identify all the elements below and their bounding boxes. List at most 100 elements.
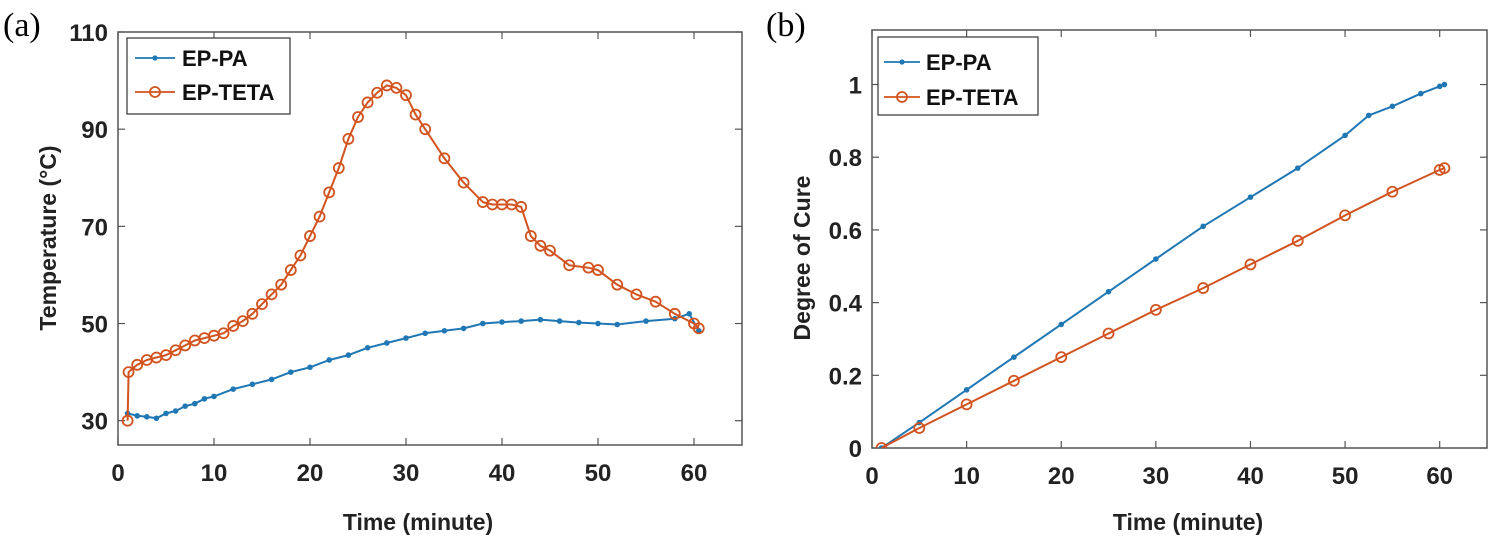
panel-a-point-ep-teta [649,295,662,308]
panel-a-point-ep-teta [371,86,384,99]
panel-a-point-ep-pa [345,352,352,358]
panel-a-legend: EP-PA EP-TETA [126,37,291,115]
panel-a-point-ep-teta [352,111,364,123]
panel-a-point-ep-pa [403,335,409,341]
panel-b-point-ep-teta [1244,258,1257,271]
panel-b-y-tick-label: 0.8 [829,145,862,172]
panel-a-point-ep-teta [294,249,307,262]
panel-b-point-ep-teta [1008,374,1020,387]
panel-a-point-ep-pa [201,396,208,402]
panel-a-point-ep-teta [534,239,547,252]
panel-a-point-ep-teta [179,339,192,352]
panel-a-point-ep-pa [686,311,692,317]
panel-a-point-ep-teta [400,89,412,102]
panel-b-x-tick-label: 40 [1237,463,1264,490]
panel-a-x-tick-label: 20 [297,460,324,487]
panel-b-x-tick-label: 20 [1048,463,1075,490]
panel-a-point-ep-pa [499,319,505,325]
panel-b-point-ep-pa [963,387,970,393]
panel-a-point-ep-pa [230,386,236,392]
panel-b-y-tick-label: 0.4 [829,291,863,318]
panel-b-x-tick-label: 10 [953,463,980,490]
panel-a-point-ep-teta [256,298,268,310]
panel-a-point-ep-pa [172,408,179,414]
panel-a-point-ep-teta [630,288,643,301]
panel-a-point-ep-pa [364,345,371,351]
panel-b-point-ep-pa [1436,83,1443,90]
panel-a-y-axis-label: Temperature (°C) [35,145,61,330]
panel-a-point-ep-pa [696,328,702,334]
panel-a-legend-box [126,37,291,115]
panel-a-point-ep-teta [563,259,576,272]
panel-b: (b) 0 10 20 30 40 50 60 0 0.2 0.4 0.6 0.8 1 Time (mi… [766,7,1488,535]
panel-a-point-ep-pa [249,381,256,388]
panel-a-point-ep-pa [307,364,313,371]
panel-b-legend-marker-ep-pa [899,59,905,65]
panel-a-point-ep-pa [595,320,601,327]
panel-a-point-ep-teta [122,366,135,379]
panel-b-ticks: 0 10 20 30 40 50 60 0 0.2 0.4 0.6 0.8 1 [829,30,1487,490]
panel-a-point-ep-pa [153,415,160,422]
panel-b-legend-label-ep-pa: EP-PA [926,50,992,75]
panel-a-point-ep-teta [390,81,403,94]
panel-a-y-tick-label: 30 [81,409,108,436]
panel-a-series [121,79,705,427]
panel-a-legend-marker-ep-pa [152,55,158,61]
panel-a-point-ep-pa [182,403,188,409]
panel-a-x-axis-label: Time (minute) [343,509,493,535]
panel-a-ticks: 0 10 20 30 40 50 60 30 50 70 90 110 [69,20,742,487]
panel-b-label: (b) [766,7,806,44]
panel-a-point-ep-teta [524,230,537,242]
panel-b-y-tick-label: 0.2 [829,363,862,390]
panel-a-point-ep-teta [438,152,451,165]
panel-a-point-ep-pa [268,376,275,383]
panel-b-series [875,81,1451,448]
panel-b-point-ep-teta [1438,162,1451,175]
panel-a-point-ep-teta [236,315,249,328]
panel-b-point-ep-pa [1058,321,1065,328]
panel-a-point-ep-pa [163,410,169,417]
panel-a-point-ep-teta [323,186,336,199]
panel-a-y-tick-label: 70 [81,214,108,241]
panel-a-point-ep-pa [144,414,150,420]
panel-b-point-ep-teta [1055,351,1068,364]
panel-b-point-ep-teta [1339,209,1351,222]
panel-a-point-ep-teta [227,320,240,332]
panel-b-point-ep-pa [1011,354,1017,360]
panel-a-point-ep-teta [668,307,681,320]
panel-b-point-ep-pa [1342,132,1348,139]
panel-a-x-tick-label: 10 [201,460,228,487]
panel-a-point-ep-teta [692,322,705,335]
panel-a-y-tick-label: 90 [81,117,108,144]
panel-b-point-ep-pa [1417,90,1424,97]
panel-b-point-ep-teta [1291,234,1304,247]
panel-a-point-ep-teta [121,414,134,427]
panel-b-x-tick-label: 0 [865,463,878,490]
panel-a-point-ep-pa [537,316,544,323]
panel-a-point-ep-teta [409,108,422,121]
panel-a-point-ep-teta [131,358,144,371]
panel-b-point-ep-pa [1389,103,1396,110]
panel-a-x-tick-label: 40 [489,460,516,487]
panel-a-point-ep-teta [457,176,470,189]
panel-b-legend-marker-ep-teta [896,91,908,103]
panel-b-x-tick-label: 50 [1332,463,1359,490]
panel-b-point-ep-teta [875,442,888,448]
panel-a-point-ep-pa [518,318,524,324]
panel-a-point-ep-teta [361,96,374,109]
panel-a-y-tick-label: 50 [81,312,108,339]
panel-a-point-ep-teta [284,264,297,276]
panel-a-point-ep-teta [592,264,604,276]
panel-a-point-ep-teta [544,244,556,257]
panel-b-point-ep-pa [1365,112,1372,119]
panel-a-point-ep-pa [643,318,649,324]
panel-b-point-ep-teta [1149,303,1162,316]
panel-b-point-ep-teta [1197,282,1210,294]
panel-a-point-ep-teta [332,162,345,174]
panel-b-point-ep-teta [960,398,973,411]
panel-b-line-ep-teta [881,167,1445,448]
panel-a-point-ep-pa [326,357,333,363]
panel-a-point-ep-teta [246,307,259,320]
panel-a-legend-marker-ep-teta [149,86,161,98]
